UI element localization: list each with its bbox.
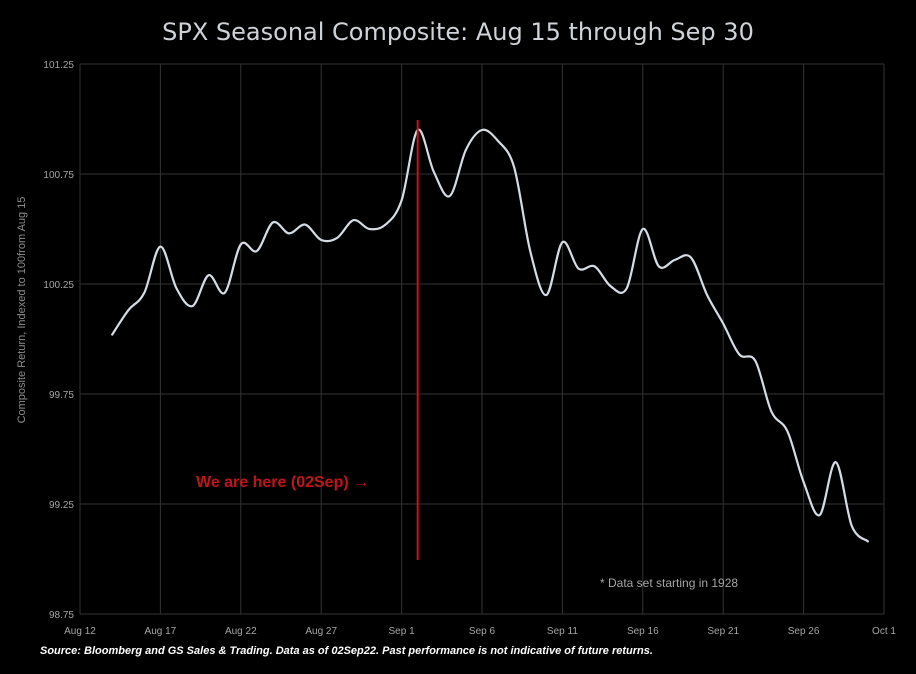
y-tick-label: 101.25 <box>43 60 74 71</box>
x-tick-label: Sep 11 <box>547 626 578 637</box>
y-tick-label: 100.75 <box>43 170 74 181</box>
x-tick-label: Aug 22 <box>225 626 257 637</box>
marker-annotation: We are here (02Sep) → <box>196 474 370 491</box>
source-note: Source: Bloomberg and GS Sales & Trading… <box>40 645 653 657</box>
chart-title: SPX Seasonal Composite: Aug 15 through S… <box>162 18 754 46</box>
x-tick-label: Sep 6 <box>469 626 496 637</box>
y-tick-label: 100.25 <box>43 280 74 291</box>
x-tick-label: Aug 27 <box>305 626 337 637</box>
y-tick-labels: 98.75 99.25 99.75 100.25 100.75 101.25 <box>43 60 74 621</box>
x-tick-label: Sep 26 <box>788 626 820 637</box>
x-tick-label: Aug 12 <box>64 626 96 637</box>
y-tick-label: 99.25 <box>49 500 74 511</box>
series-line <box>111 128 869 543</box>
grid-lines <box>79 63 885 615</box>
x-tick-label: Aug 17 <box>145 626 177 637</box>
x-tick-label: Oct 1 <box>872 626 896 637</box>
x-tick-labels: Aug 12 Aug 17 Aug 22 Aug 27 Sep 1 Sep 6 Sep 11… <box>64 626 896 637</box>
footnote: * Data set starting in 1928 <box>600 576 739 590</box>
y-tick-label: 99.75 <box>49 390 74 401</box>
y-tick-label: 98.75 <box>49 610 74 621</box>
x-tick-label: Sep 1 <box>389 626 416 637</box>
x-tick-label: Sep 21 <box>707 626 739 637</box>
x-tick-label: Sep 16 <box>627 626 659 637</box>
